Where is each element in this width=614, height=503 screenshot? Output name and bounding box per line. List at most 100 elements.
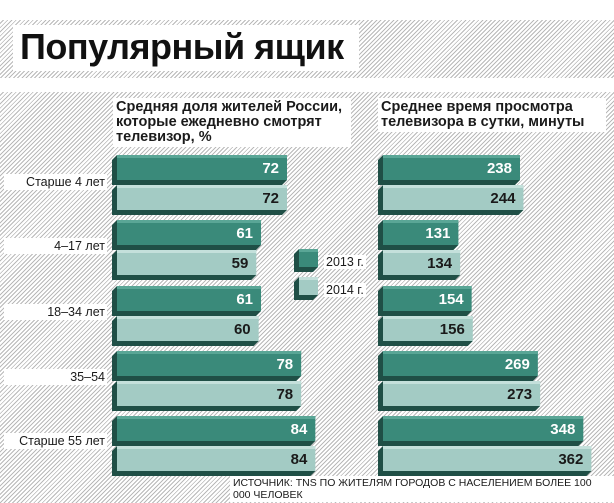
chart2-bar-2014-4-shadow: [378, 446, 592, 476]
legend-label-2013: 2013 г.: [324, 255, 366, 269]
chart1-bar-2014-2-shadow: [112, 316, 259, 346]
page-title: Популярный ящик: [20, 26, 344, 67]
chart1-bar-2013-1-value-label: 61: [236, 225, 253, 242]
chart2-bar-2013-2-shadow: [378, 286, 472, 316]
category-label-4-17: 4–17 лет: [4, 238, 107, 254]
chart1-bar-2014-3-shadow: [112, 381, 302, 411]
chart2-bar-2014-2-value-label: 156: [440, 321, 465, 338]
chart2-bar-2014-4: [383, 446, 592, 471]
legend-swatch-2013: [299, 249, 318, 267]
chart1-bar-2013-2-value-label: 61: [236, 291, 253, 308]
chart2-bar-2013-3-shadow: [378, 351, 538, 381]
chart1-bar-2013-4-value-label: 84: [291, 421, 308, 438]
chart1-bar-2013-0-shadow: [112, 155, 287, 185]
category-label-35-54: 35–54: [4, 369, 107, 385]
chart2-bar-2013-1-value-label: 131: [425, 225, 450, 242]
chart2-bar-2014-4-highlight: [383, 446, 592, 449]
chart1-bar-2013-3-shadow: [112, 351, 302, 381]
chart1-bar-2013-3-highlight: [117, 351, 302, 354]
category-label-55plus: Старше 55 лет: [4, 433, 107, 449]
chart2-bar-2014-4-value-label: 362: [558, 451, 583, 468]
chart1-bar-2014-4-shadow: [112, 446, 316, 476]
chart-left-title: Средняя доля жителей России, которые еже…: [113, 98, 351, 147]
chart1-bar-2014-4-value-label: 84: [291, 451, 308, 468]
chart2-bar-2013-1-shadow: [378, 220, 459, 250]
legend-swatch-2013-highlight: [299, 249, 318, 252]
chart1-bar-2013-0-value-label: 72: [262, 160, 279, 177]
chart1-bar-2013-4: [117, 416, 316, 441]
chart1-bar-2014-0-shadow: [112, 185, 287, 215]
chart1-bar-2013-2-highlight: [117, 286, 262, 289]
chart2-bar-2013-3-value-label: 269: [505, 356, 530, 373]
chart2-bar-2014-3-value-label: 273: [507, 386, 532, 403]
chart1-bar-2013-2-shadow: [112, 286, 262, 316]
chart1-bar-2014-3-value-label: 78: [276, 386, 293, 403]
chart-right-title: Среднее время просмотра телевизора в сут…: [378, 98, 606, 132]
chart2-bar-2014-2-highlight: [383, 316, 473, 319]
chart2-bar-2013-4-value-label: 348: [550, 421, 575, 438]
category-label-4plus: Старше 4 лет: [4, 174, 107, 190]
chart1-bar-2013-0-highlight: [117, 155, 287, 158]
chart2-bar-2014-3: [383, 381, 541, 406]
chart2-bar-2013-4-shadow: [378, 416, 584, 446]
legend-swatch-2014: [299, 277, 318, 295]
title-box: [13, 25, 359, 71]
chart2-bar-2014-0: [383, 185, 524, 210]
legend-swatch-2014-shadow: [294, 277, 318, 300]
chart1-bar-2014-0-value-label: 72: [262, 190, 279, 207]
chart1-bar-2014-1-shadow: [112, 250, 257, 280]
chart1-bar-2014-1-value-label: 59: [232, 255, 249, 272]
chart1-bar-2013-4-highlight: [117, 416, 316, 419]
chart1-bar-2013-0: [117, 155, 287, 180]
chart2-bar-2013-1-highlight: [383, 220, 459, 223]
chart1-bar-2014-1: [117, 250, 257, 275]
chart1-bar-2014-1-highlight: [117, 250, 257, 253]
chart2-bar-2013-0-value-label: 238: [487, 160, 512, 177]
chart2-bar-2014-2-shadow: [378, 316, 473, 346]
chart1-bar-2014-0: [117, 185, 287, 210]
chart1-bar-2014-2-value-label: 60: [234, 321, 251, 338]
chart1-bar-2014-3: [117, 381, 302, 406]
chart2-bar-2013-4-highlight: [383, 416, 584, 419]
chart2-bar-2013-0-shadow: [378, 155, 520, 185]
chart1-bar-2013-3: [117, 351, 302, 376]
chart2-bar-2014-3-highlight: [383, 381, 541, 384]
chart2-bar-2014-1-value-label: 134: [427, 255, 453, 272]
chart2-bar-2014-0-shadow: [378, 185, 524, 215]
chart2-bar-2014-0-highlight: [383, 185, 524, 188]
chart1-bar-2014-2-highlight: [117, 316, 259, 319]
chart1-bar-2014-0-highlight: [117, 185, 287, 188]
chart2-bar-2013-1: [383, 220, 459, 245]
chart2-bar-2014-1: [383, 250, 461, 275]
chart2-bar-2013-2: [383, 286, 472, 311]
chart2-bar-2014-1-shadow: [378, 250, 461, 280]
chart1-bar-2013-1-highlight: [117, 220, 262, 223]
chart2-bar-2013-2-highlight: [383, 286, 472, 289]
chart1-bar-2014-2: [117, 316, 259, 341]
chart2-bar-2014-2: [383, 316, 473, 341]
chart2-bar-2013-0: [383, 155, 520, 180]
chart2-bar-2013-2-value-label: 154: [439, 291, 465, 308]
chart1-bar-2013-4-shadow: [112, 416, 316, 446]
chart2-bar-2014-1-highlight: [383, 250, 461, 253]
chart1-bar-2014-4-highlight: [117, 446, 316, 449]
legend-swatch-2014-highlight: [299, 277, 318, 280]
chart2-bar-2014-3-shadow: [378, 381, 541, 411]
source-note: ИСТОЧНИК: TNS ПО ЖИТЕЛЯМ ГОРОДОВ С НАСЕЛ…: [230, 476, 614, 502]
chart2-bar-2014-0-value-label: 244: [490, 190, 516, 207]
legend-swatch-2013-shadow: [294, 249, 318, 272]
chart1-bar-2014-4: [117, 446, 316, 471]
chart1-bar-2013-3-value-label: 78: [276, 356, 293, 373]
chart2-bar-2013-3: [383, 351, 538, 376]
category-label-18-34: 18–34 лет: [4, 304, 107, 320]
chart2-bar-2013-4: [383, 416, 584, 441]
chart1-bar-2013-2: [117, 286, 262, 311]
chart1-bar-2014-3-highlight: [117, 381, 302, 384]
legend-label-2014: 2014 г.: [324, 283, 366, 297]
chart1-bar-2013-1: [117, 220, 262, 245]
chart2-bar-2013-0-highlight: [383, 155, 520, 158]
chart1-bar-2013-1-shadow: [112, 220, 262, 250]
chart2-bar-2013-3-highlight: [383, 351, 538, 354]
